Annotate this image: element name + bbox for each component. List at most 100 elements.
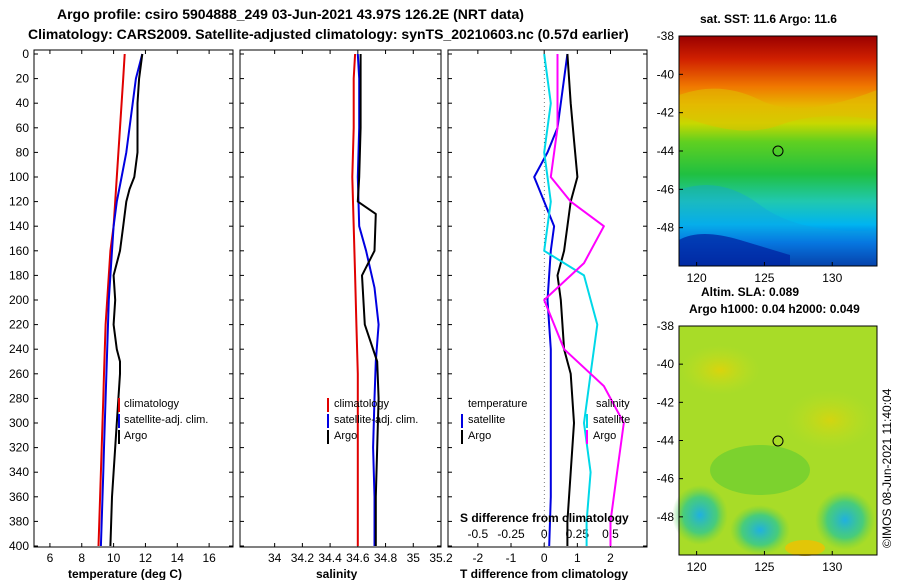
map-y-tick-label: -42 bbox=[657, 106, 675, 120]
salinity-panel bbox=[239, 49, 442, 548]
series-line-climatology bbox=[97, 53, 126, 547]
series-line-satellite-adj-clim bbox=[99, 53, 144, 547]
depth-tick-label: 60 bbox=[16, 121, 30, 135]
sst-map-texture bbox=[679, 234, 790, 266]
depth-tick-label: 240 bbox=[9, 342, 29, 356]
series-line-satellite-adj-clim bbox=[356, 53, 380, 546]
series-line-argo bbox=[356, 54, 380, 546]
difference-xlabel: T difference from climatology bbox=[460, 567, 628, 580]
depth-tick-label: 140 bbox=[9, 219, 29, 233]
depth-tick-label: 100 bbox=[9, 170, 29, 184]
x-tick-label: 12 bbox=[139, 551, 153, 565]
sst-map-axes: 120 125 130 -38 -40 -42 -44 -46 -48 bbox=[657, 29, 843, 285]
temperature-legend: climatology satellite-adj. clim. Argo bbox=[118, 398, 208, 444]
legend-temperature-heading: temperature bbox=[468, 398, 527, 410]
sst-map-texture bbox=[679, 88, 877, 131]
sla-map-texture bbox=[680, 345, 760, 395]
depth-tick-label: 260 bbox=[9, 367, 29, 381]
depth-tick-label: 400 bbox=[9, 539, 29, 553]
sla-map-texture bbox=[815, 490, 875, 550]
map-y-tick-label: -48 bbox=[657, 221, 675, 235]
depth-axis: 0 20 40 60 80 100 120 140 160 180 200 220 240 260 280 3… bbox=[9, 47, 29, 553]
legend-climatology: climatology bbox=[124, 398, 180, 410]
x-tick-label: 35.2 bbox=[429, 551, 453, 565]
legend-swatch-satellite-t bbox=[461, 414, 463, 428]
argo-location-marker bbox=[772, 435, 784, 447]
sla-map-texture bbox=[785, 390, 875, 450]
legend-argo: Argo bbox=[124, 430, 147, 442]
sla-map-title-2: Argo h1000: 0.04 h2000: 0.049 bbox=[689, 302, 860, 316]
depth-tick-label: 80 bbox=[16, 145, 30, 159]
depth-tick-label: 380 bbox=[9, 514, 29, 528]
legend-swatch-argo bbox=[118, 430, 120, 444]
depth-tick-label: 320 bbox=[9, 441, 29, 455]
s-tick-label: 0.25 bbox=[566, 527, 590, 541]
salinity-chart: 34 34.2 34.4 34.6 34.8 35 35.2 bbox=[240, 50, 453, 565]
legend-swatch-satellite bbox=[327, 414, 329, 428]
legend-swatch-climatology bbox=[327, 398, 329, 412]
series-line-argo-s bbox=[543, 54, 625, 546]
title-line-2: Climatology: CARS2009. Satellite-adjuste… bbox=[28, 26, 629, 42]
map-y-tick-label: -48 bbox=[657, 510, 675, 524]
map-y-tick-label: -40 bbox=[657, 357, 675, 371]
map-y-tick-label: -44 bbox=[657, 144, 675, 158]
map-y-tick-label: -46 bbox=[657, 472, 675, 486]
sla-map-texture bbox=[710, 445, 810, 495]
x-tick-label: 10 bbox=[107, 551, 121, 565]
map-y-tick-label: -46 bbox=[657, 182, 675, 196]
x-tick-label: 34.6 bbox=[346, 551, 370, 565]
difference-chart: -2 -1 0 1 2-0.5 -0.25 0 0.25 0.5 bbox=[448, 50, 647, 565]
map-x-tick-label: 130 bbox=[822, 560, 842, 574]
series-line-satellite-t bbox=[533, 53, 569, 547]
sla-map-axes: 120 125 130 -38 -40 -42 -44 -46 -48 bbox=[657, 319, 843, 574]
series-line-climatology bbox=[351, 53, 359, 546]
map-x-tick-label: 130 bbox=[822, 271, 842, 285]
sst-map-image bbox=[679, 36, 877, 266]
temperature-chart: 6 8 10 12 14 16 bbox=[34, 50, 233, 565]
sla-map-title-1: Altim. SLA: 0.089 bbox=[701, 285, 799, 299]
map-x-tick-label: 125 bbox=[754, 271, 774, 285]
depth-tick-label: 20 bbox=[16, 72, 30, 86]
sst-map: 120 125 130 -38 -40 -42 -44 -46 -48 bbox=[657, 29, 878, 285]
x-tick-label: 14 bbox=[171, 551, 185, 565]
legend-satellite: satellite-adj. clim. bbox=[334, 414, 418, 426]
map-y-tick-label: -38 bbox=[657, 29, 675, 43]
depth-tick-label: 160 bbox=[9, 244, 29, 258]
sla-map-texture bbox=[672, 485, 728, 545]
series-line-argo-t bbox=[556, 53, 579, 546]
legend-swatch-satellite bbox=[118, 414, 120, 428]
map-y-tick-label: -38 bbox=[657, 319, 675, 333]
depth-tick-label: 40 bbox=[16, 96, 30, 110]
x-tick-label: 8 bbox=[78, 551, 85, 565]
x-tick-label: -1 bbox=[506, 551, 517, 565]
map-x-tick-label: 120 bbox=[687, 271, 707, 285]
x-tick-label: 16 bbox=[202, 551, 216, 565]
legend-argo-t: Argo bbox=[468, 430, 491, 442]
legend-climatology: climatology bbox=[334, 398, 390, 410]
x-tick-label: 6 bbox=[47, 551, 54, 565]
difference-panel bbox=[447, 49, 648, 548]
depth-tick-label: 340 bbox=[9, 465, 29, 479]
depth-tick-label: 220 bbox=[9, 318, 29, 332]
x-tick-label: -2 bbox=[473, 551, 484, 565]
x-tick-label: 2 bbox=[607, 551, 614, 565]
series-line-argo bbox=[109, 53, 144, 547]
depth-tick-label: 360 bbox=[9, 490, 29, 504]
x-tick-label: 35 bbox=[407, 551, 421, 565]
x-tick-label: 0 bbox=[541, 551, 548, 565]
title-line-1: Argo profile: csiro 5904888_249 03-Jun-2… bbox=[57, 6, 524, 22]
depth-tick-label: 0 bbox=[22, 47, 29, 61]
credit-text: ©IMOS 08-Jun-2021 11:40:04 bbox=[880, 388, 894, 548]
map-y-tick-label: -42 bbox=[657, 395, 675, 409]
map-y-tick-label: -40 bbox=[657, 67, 675, 81]
s-tick-label: -0.25 bbox=[497, 527, 525, 541]
x-tick-label: 34 bbox=[268, 551, 282, 565]
sst-map-title: sat. SST: 11.6 Argo: 11.6 bbox=[700, 12, 837, 26]
map-y-tick-label: -44 bbox=[657, 434, 675, 448]
depth-tick-label: 120 bbox=[9, 195, 29, 209]
salinity-xlabel: salinity bbox=[316, 567, 358, 580]
argo-location-marker bbox=[772, 145, 784, 157]
legend-swatch-argo-s bbox=[586, 430, 588, 444]
salinity-legend: climatology satellite-adj. clim. Argo bbox=[327, 398, 418, 444]
